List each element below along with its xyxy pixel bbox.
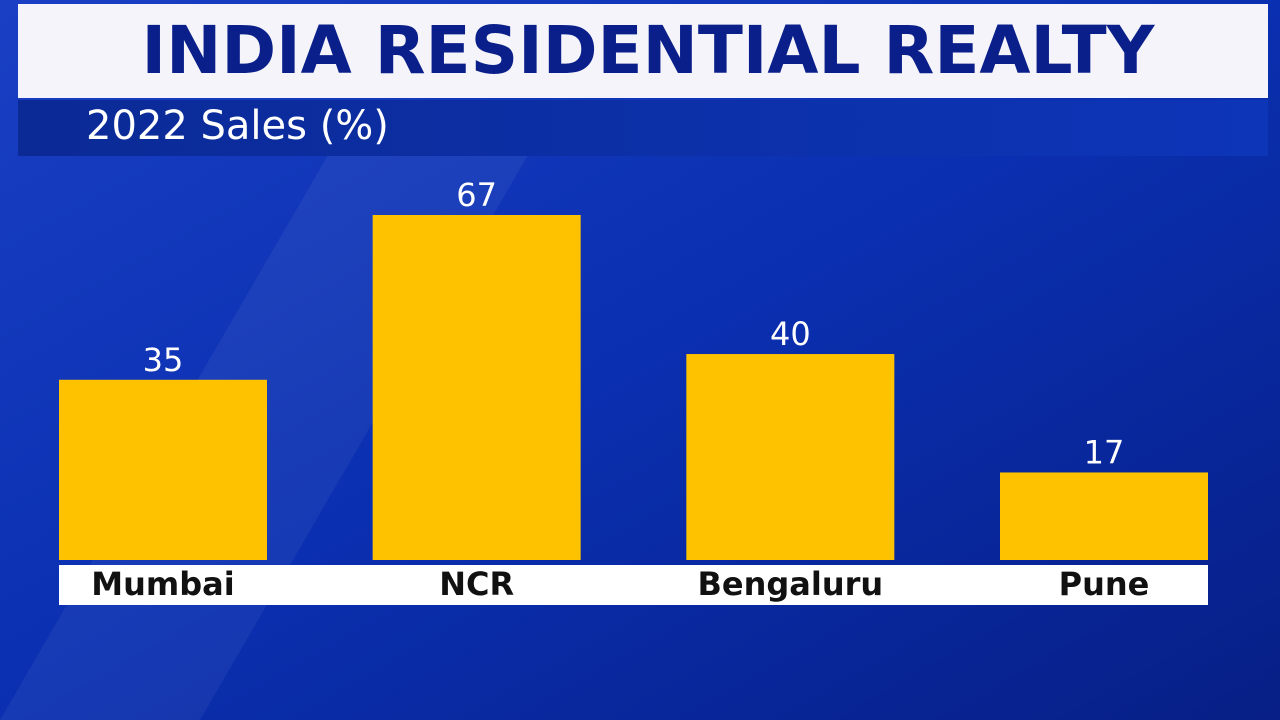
value-label: 40 [770,315,811,353]
category-strip [59,565,1208,605]
bar [1000,472,1208,560]
x-tick-label: Bengaluru [697,565,883,603]
subtitle-band [18,100,1268,156]
value-label: 35 [143,341,184,379]
title-band [18,4,1268,98]
x-tick-label: Mumbai [91,565,234,603]
bar [59,379,267,560]
value-label: 17 [1084,433,1125,471]
bar [372,215,581,560]
chart-subtitle: 2022 Sales (%) [86,103,389,149]
chart-title: INDIA RESIDENTIAL REALTY [142,12,1156,89]
bar [686,354,895,560]
x-tick-label: Pune [1059,565,1150,603]
x-tick-label: NCR [439,565,514,603]
value-label: 67 [456,176,497,214]
